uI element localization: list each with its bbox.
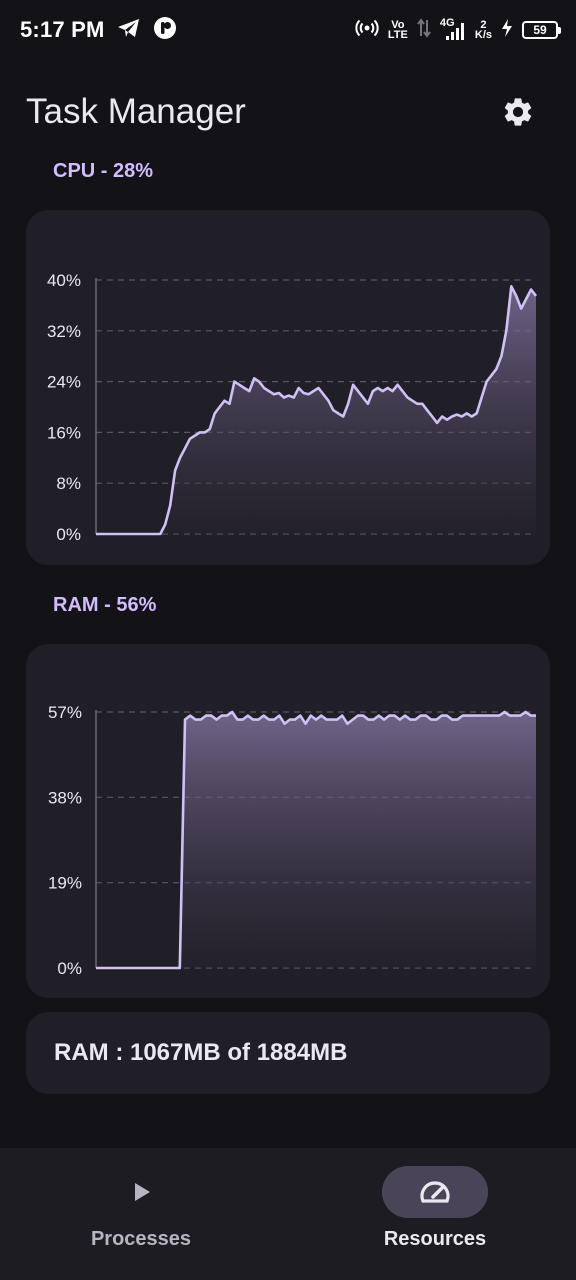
cpu-chart-y-tick-label: 40% xyxy=(47,271,81,290)
nav-resources-label: Resources xyxy=(383,1228,487,1250)
cpu-chart-y-tick-label: 8% xyxy=(56,474,81,493)
settings-button[interactable] xyxy=(494,88,542,136)
volte-bottom-text: LTE xyxy=(387,29,408,41)
ram-chart-card: 0% 19% 38% 57% xyxy=(26,644,550,998)
hotspot-icon xyxy=(355,18,379,43)
status-bar: 5:17 PM Vo LTE 4G 2 xyxy=(0,0,576,60)
ram-chart-y-tick-label: 38% xyxy=(48,788,82,807)
ram-chart-line xyxy=(96,710,536,970)
nav-processes-icon-wrap xyxy=(88,1166,194,1218)
cpu-chart-y-tick-label: 0% xyxy=(56,525,81,544)
speedometer-icon xyxy=(420,1181,450,1203)
battery-icon: 59 xyxy=(522,21,561,39)
charging-icon xyxy=(501,18,513,43)
speed-indicator: 2 K/s xyxy=(474,19,492,41)
ram-chart-y-tick-label: 57% xyxy=(48,703,82,722)
page-title: Task Manager xyxy=(26,92,246,131)
data-arrows-icon xyxy=(417,17,431,43)
bottom-navigation: Processes Resources xyxy=(0,1148,576,1280)
cpu-chart: 0% 8% 16% 24% 32% 40% xyxy=(47,271,538,544)
cpu-label: CPU - 28% xyxy=(53,160,154,182)
ram-summary-card: RAM : 1067MB of 1884MB xyxy=(26,1012,550,1094)
cpu-chart-y-tick-label: 16% xyxy=(47,423,81,442)
ram-chart: 0% 19% 38% 57% xyxy=(48,703,536,978)
nav-resources[interactable]: Resources xyxy=(335,1166,535,1266)
battery-level: 59 xyxy=(533,23,547,37)
network-type-text: 4G xyxy=(439,17,455,29)
nav-processes[interactable]: Processes xyxy=(41,1166,241,1266)
volte-icon: Vo LTE xyxy=(387,19,408,41)
cpu-chart-y-tick-label: 24% xyxy=(47,373,81,392)
status-time: 5:17 PM xyxy=(20,17,105,42)
ram-chart-y-tick-label: 0% xyxy=(57,959,82,978)
ram-chart-y-tick-label: 19% xyxy=(48,874,82,893)
ram-label: RAM - 56% xyxy=(53,594,157,616)
cpu-chart-line xyxy=(96,285,538,536)
speed-value: 2 xyxy=(480,19,487,31)
gear-icon xyxy=(504,98,532,126)
volte-top-text: Vo xyxy=(391,19,405,31)
notification-app-icon xyxy=(153,16,177,45)
nav-resources-icon-wrap xyxy=(382,1166,488,1218)
ram-summary-text: RAM : 1067MB of 1884MB xyxy=(54,1039,348,1066)
cpu-chart-card: 0% 8% 16% 24% 32% 40% xyxy=(26,210,550,565)
cpu-chart-area xyxy=(96,286,536,534)
play-icon xyxy=(135,1183,150,1201)
app-header: Task Manager xyxy=(0,80,576,144)
ram-chart-area xyxy=(96,712,536,968)
telegram-icon xyxy=(117,17,141,44)
cpu-chart-y-tick-label: 32% xyxy=(47,322,81,341)
nav-processes-label: Processes xyxy=(90,1228,192,1250)
speed-unit: K/s xyxy=(474,29,492,41)
signal-4g-icon: 4G xyxy=(440,18,466,42)
